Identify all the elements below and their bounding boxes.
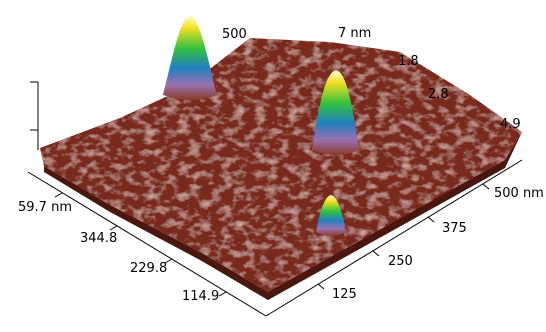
peak [312,70,359,155]
surface [40,38,522,292]
left-label: 344.8 [80,231,117,246]
axis-line [27,171,267,317]
left-label: 229.8 [130,261,167,276]
left-axis: 59.7 nm 344.8 229.8 114.9 [18,171,267,317]
tick [164,258,173,264]
right-axis: 125 250 375 500 nm [265,159,544,317]
tick [482,183,490,190]
right-label: 375 [442,221,467,236]
right-label: 125 [332,287,357,302]
right-label: 250 [388,254,413,269]
left-label: 114.9 [182,289,219,304]
tick [427,216,435,223]
back-label: 2.8 [428,87,449,102]
tick [317,283,325,290]
right-label: 500 nm [494,186,544,201]
z-axis [30,81,39,150]
tick [109,225,118,231]
axis-line [265,159,523,317]
back-label: 500 [222,27,247,42]
back-label: 7 nm [338,26,371,41]
tick [54,192,63,198]
tick [218,291,227,297]
peak [163,15,217,100]
tick [372,250,380,257]
back-label: 1.8 [398,54,419,69]
peak [316,195,346,236]
left-label: 59.7 nm [18,200,72,215]
back-label: 4.9 [500,117,521,132]
